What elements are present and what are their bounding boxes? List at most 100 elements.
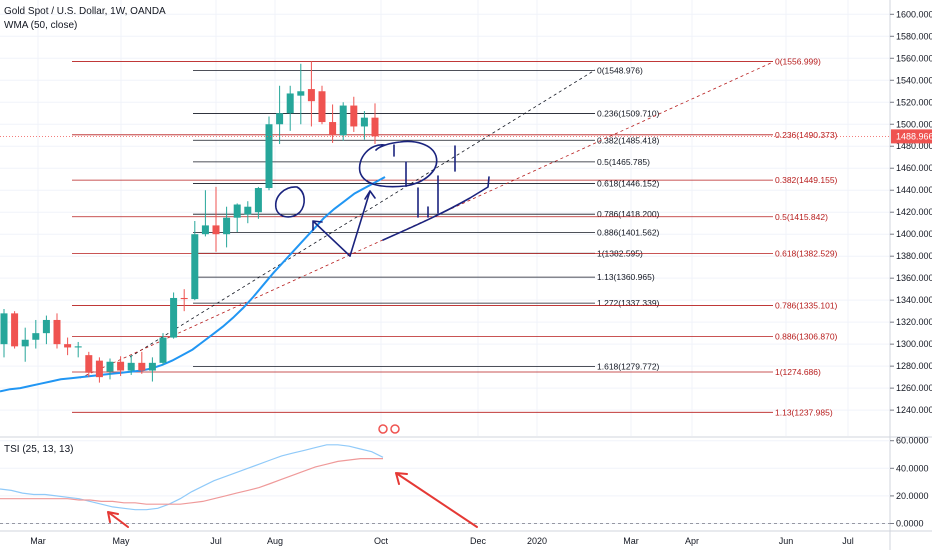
tsi-tick-label: 40.0000 bbox=[896, 463, 929, 473]
tsi-tick-label: 60.0000 bbox=[896, 436, 929, 446]
time-tick-label: Mar bbox=[30, 536, 46, 546]
candle-body bbox=[32, 333, 40, 340]
current-price-label: 1488.966 bbox=[896, 131, 932, 141]
price-tick-label: 1380.000 bbox=[896, 251, 932, 261]
price-tick-label: 1460.000 bbox=[896, 163, 932, 173]
candle-body bbox=[339, 105, 347, 136]
fib-level-label: 1.13(1360.965) bbox=[597, 272, 655, 282]
time-axis[interactable]: Mar May Jul Aug Oct Dec 2020 Mar Apr Jun Jul bbox=[30, 536, 854, 546]
price-tick-label: 1260.000 bbox=[896, 383, 932, 393]
time-tick-label: Aug bbox=[267, 536, 283, 546]
candle-body bbox=[233, 204, 241, 218]
red-arrow-right bbox=[395, 472, 478, 528]
time-tick-label: Dec bbox=[470, 536, 487, 546]
price-tick-label: 1340.000 bbox=[896, 295, 932, 305]
candle-body bbox=[371, 117, 379, 137]
drawn-circle-right bbox=[358, 140, 438, 188]
candle-body bbox=[201, 225, 209, 235]
drawn-arrow-left bbox=[312, 220, 351, 257]
candle-body bbox=[212, 225, 220, 235]
candle-body bbox=[106, 361, 114, 372]
time-tick-label: Jul bbox=[210, 536, 222, 546]
fib-red-level-label: 1.13(1237.985) bbox=[775, 407, 833, 417]
price-tick-label: 1300.000 bbox=[896, 339, 932, 349]
candle-body bbox=[0, 313, 8, 345]
fibonacci-levels: 0(1548.976) 0.236(1509.710) 0.382(1485.418… bbox=[72, 57, 838, 417]
candlesticks bbox=[0, 61, 379, 383]
drawn-circle-left bbox=[275, 186, 305, 218]
price-tick-label: 1360.000 bbox=[896, 273, 932, 283]
fib-level-label: 0.618(1446.152) bbox=[597, 178, 660, 188]
candle-body bbox=[138, 362, 146, 371]
candle-body bbox=[350, 105, 358, 127]
candle-body bbox=[21, 339, 29, 347]
time-tick-label: Oct bbox=[374, 536, 389, 546]
candle-body bbox=[318, 91, 326, 123]
candle-body bbox=[148, 362, 156, 371]
fib-level-label: 0.886(1401.562) bbox=[597, 227, 660, 237]
fib-red-level-label: 0(1556.999) bbox=[775, 57, 821, 67]
candle-body bbox=[244, 206, 252, 215]
price-tick-label: 1440.000 bbox=[896, 185, 932, 195]
candle-body bbox=[170, 297, 178, 338]
price-tick-label: 1420.000 bbox=[896, 207, 932, 217]
price-tick-label: 1280.000 bbox=[896, 361, 932, 371]
tsi-signal-line bbox=[0, 458, 383, 505]
candle-body bbox=[223, 217, 231, 235]
fib-red-level-label: 0.618(1382.529) bbox=[775, 248, 838, 258]
price-tick-label: 1580.000 bbox=[896, 31, 932, 41]
candle-body bbox=[360, 117, 368, 127]
candle-body bbox=[297, 91, 305, 96]
price-tick-label: 1600.000 bbox=[896, 9, 932, 19]
candle-body bbox=[254, 188, 262, 213]
fib-level-label: 0.786(1418.200) bbox=[597, 209, 660, 219]
time-tick-label: Jun bbox=[779, 536, 794, 546]
candle-body bbox=[64, 344, 72, 348]
event-marker-1 bbox=[378, 424, 388, 434]
tsi-pane bbox=[0, 440, 890, 524]
price-axis[interactable]: 1600.000 1580.000 1560.000 1540.000 1520.000… bbox=[0, 9, 932, 529]
tsi-series-line bbox=[0, 444, 384, 511]
time-tick-label: Mar bbox=[623, 536, 639, 546]
candle-body bbox=[286, 93, 294, 114]
fib-level-label: 0.382(1485.418) bbox=[597, 135, 660, 145]
fib-red-level-label: 0.5(1415.842) bbox=[775, 212, 828, 222]
time-tick-label: Apr bbox=[685, 536, 699, 546]
fib-red-level-label: 0.236(1490.373) bbox=[775, 130, 838, 140]
red-arrow-left bbox=[107, 511, 129, 528]
candle-body bbox=[117, 361, 125, 371]
time-tick-label: Jul bbox=[842, 536, 854, 546]
candle-body bbox=[53, 319, 61, 345]
event-marker-2 bbox=[390, 424, 400, 434]
fib-red-level-label: 1(1274.686) bbox=[775, 367, 821, 377]
fib-level-label: 0.236(1509.710) bbox=[597, 109, 660, 119]
candle-body bbox=[95, 360, 103, 378]
price-tick-label: 1320.000 bbox=[896, 317, 932, 327]
price-tick-label: 1240.000 bbox=[896, 405, 932, 415]
candle-body bbox=[265, 124, 273, 189]
dashed-trendline-black bbox=[129, 69, 596, 358]
candle-body bbox=[74, 346, 82, 348]
hand-drawings bbox=[275, 140, 490, 434]
tsi-legend: TSI (25, 13, 13) bbox=[4, 444, 74, 455]
tsi-tick-label: 20.0000 bbox=[896, 491, 929, 501]
fib-level-label: 0.5(1465.785) bbox=[597, 157, 650, 167]
candle-body bbox=[11, 313, 19, 347]
red-arrows bbox=[107, 472, 478, 528]
price-tick-label: 1540.000 bbox=[896, 75, 932, 85]
drawn-support-line bbox=[382, 176, 490, 241]
fib-red-level-label: 0.786(1335.101) bbox=[775, 301, 838, 311]
candle-body bbox=[180, 297, 188, 300]
price-tick-label: 1400.000 bbox=[896, 229, 932, 239]
candle-body bbox=[329, 122, 337, 136]
fib-red-level-label: 0.886(1306.870) bbox=[775, 332, 838, 342]
candle-body bbox=[276, 113, 284, 125]
price-tick-label: 1560.000 bbox=[896, 53, 932, 63]
candle-body bbox=[85, 355, 93, 373]
fib-level-label: 1.272(1337.339) bbox=[597, 298, 660, 308]
time-tick-label: 2020 bbox=[527, 536, 547, 546]
fib-level-label: 0(1548.976) bbox=[597, 65, 643, 75]
candle-body bbox=[191, 234, 199, 300]
